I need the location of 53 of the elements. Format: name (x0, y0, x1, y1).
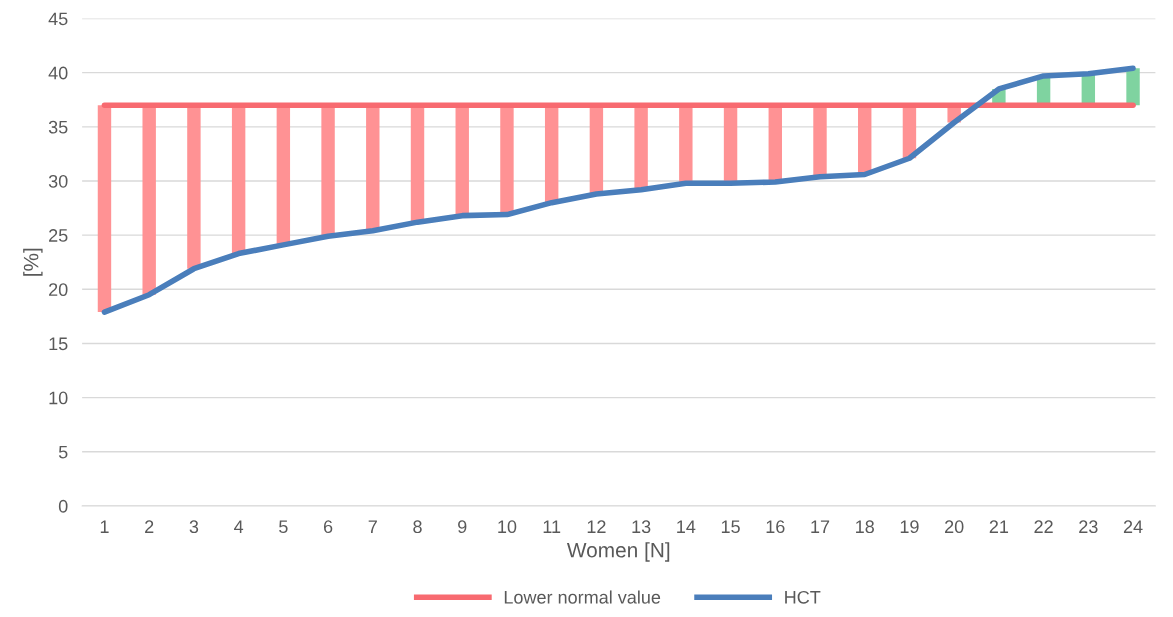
x-tick-label: 18 (856, 520, 874, 534)
x-tick-label: 6 (323, 520, 333, 534)
bar (97, 105, 112, 313)
x-tick-label: 2 (145, 520, 154, 533)
x-tick-label: 3 (189, 520, 199, 534)
x-tick-label: 11 (543, 520, 561, 533)
bar (142, 105, 156, 295)
y-tick-label: 20 (49, 283, 68, 297)
x-tick-label: 14 (677, 520, 696, 533)
bar (231, 105, 246, 254)
x-tick-label: 8 (413, 520, 422, 534)
x-tick-label: 9 (458, 520, 467, 534)
bar (366, 105, 380, 231)
legend-label: HCT (785, 590, 821, 604)
legend-label: Lower normal value (504, 590, 661, 604)
bar (589, 105, 604, 194)
x-tick-label: 22 (1034, 520, 1053, 533)
bar (455, 105, 469, 216)
bar (634, 105, 648, 190)
y-tick-label: 15 (49, 337, 68, 351)
y-tick-label: 5 (58, 445, 68, 459)
x-tick-label: 13 (632, 520, 651, 534)
bar (544, 105, 559, 203)
x-tick-label: 16 (766, 520, 785, 534)
bar (276, 105, 291, 245)
y-tick-label: 25 (49, 229, 68, 242)
x-tick-label: 4 (234, 520, 244, 533)
y-tick-label: 35 (48, 120, 68, 134)
x-tick-label: 12 (587, 520, 606, 533)
bar (410, 105, 425, 223)
y-axis-title: [%] (23, 248, 43, 276)
y-tick-label: 0 (58, 499, 68, 513)
x-tick-label: 17 (811, 520, 830, 533)
x-tick-label: 20 (945, 520, 964, 534)
y-tick-label: 10 (49, 391, 68, 405)
x-tick-label: 23 (1079, 520, 1098, 534)
y-tick-label: 30 (48, 174, 68, 188)
x-tick-label: 7 (368, 520, 377, 533)
bar (813, 105, 827, 177)
x-tick-label: 24 (1123, 520, 1143, 533)
y-tick-label: 40 (48, 66, 68, 80)
x-tick-label: 5 (279, 520, 288, 534)
x-tick-label: 19 (900, 520, 919, 534)
x-tick-label: 21 (989, 520, 1009, 533)
bar (679, 105, 693, 184)
bar (187, 105, 201, 269)
x-axis-title: Women [N] (566, 542, 670, 562)
x-tick-label: 1 (100, 520, 109, 533)
y-tick-label: 45 (48, 12, 68, 26)
x-tick-label: 15 (721, 520, 740, 534)
bar (500, 105, 514, 215)
x-tick-label: 10 (498, 520, 517, 534)
bar (321, 105, 335, 237)
